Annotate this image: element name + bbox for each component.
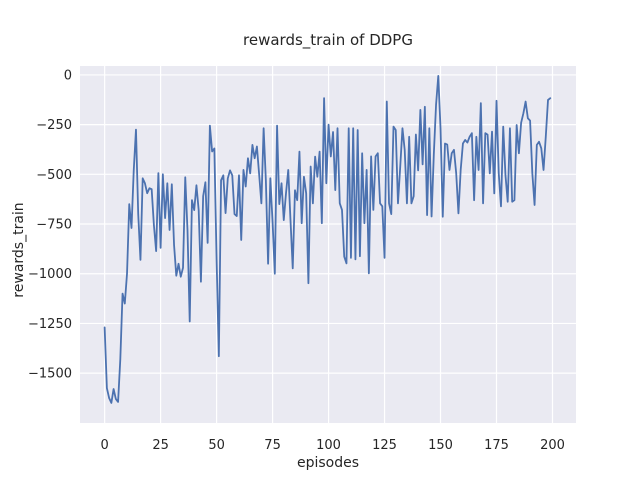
y-axis-label: rewards_train [11,202,27,298]
x-tick-label: 200 [540,438,565,453]
x-tick-label: 25 [152,438,169,453]
chart-title: rewards_train of DDPG [243,31,413,49]
y-tick-label: −1250 [28,317,72,332]
y-tick-label: −1000 [28,267,72,282]
x-tick-label: 125 [372,438,397,453]
y-tick-label: −250 [36,118,72,133]
x-tick-label: 75 [264,438,281,453]
y-tick-label: −1500 [28,367,72,382]
x-tick-label: 50 [208,438,225,453]
y-tick-label: −750 [36,218,72,233]
x-tick-label: 100 [316,438,341,453]
reward-line [103,75,552,404]
y-tick-label: 0 [64,68,72,83]
y-tick-label: −500 [36,168,72,183]
x-tick-label: 150 [428,438,453,453]
x-axis-label: episodes [296,455,360,471]
x-tick-label: 175 [484,438,509,453]
x-tick-label: 0 [100,438,108,453]
